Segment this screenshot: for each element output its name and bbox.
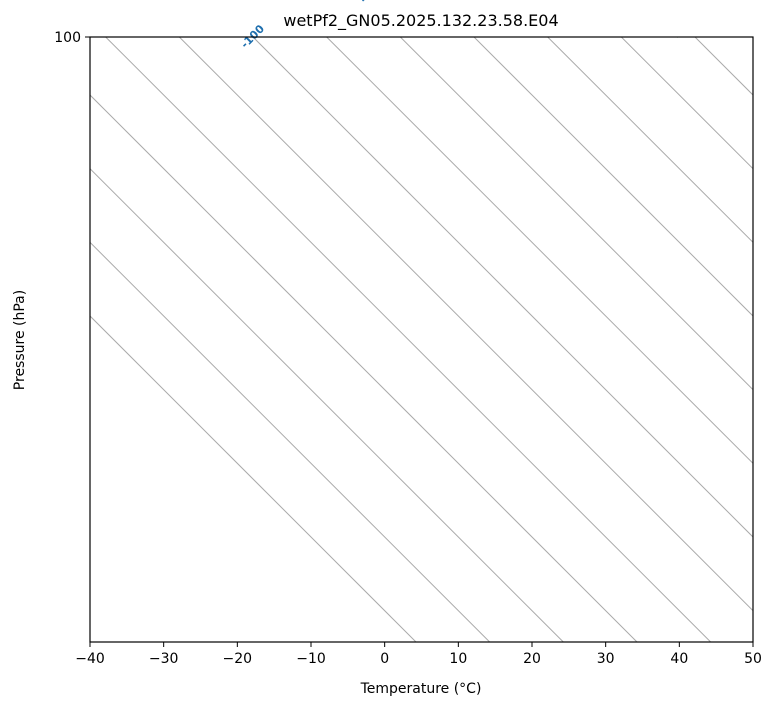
isotherm-line: [90, 315, 417, 642]
x-tick-label: 10: [449, 651, 467, 667]
isotherm-line: [326, 37, 753, 465]
background-lines: [90, 37, 775, 642]
x-tick-label: 20: [523, 651, 541, 667]
isotherm-label: -90: [357, 0, 380, 6]
x-tick-label: 50: [744, 651, 762, 667]
x-axis-label: Temperature (°C): [360, 681, 482, 697]
x-axis-ticks: −40 −30 −20 −10 0 10 20 30 40 50: [75, 642, 762, 667]
isotherm-line: [769, 37, 775, 642]
moist-adiabat-line: [524, 37, 526, 38]
isotherm-line: [90, 167, 564, 642]
isotherm-line: [252, 37, 753, 538]
isotherm-line: [620, 37, 753, 170]
isotherm-line: [547, 37, 753, 244]
isotherm-line: [178, 37, 753, 612]
isotherm-line: [399, 37, 753, 391]
x-tick-label: −20: [223, 651, 253, 667]
y-axis-label: Pressure (hPa): [12, 290, 28, 390]
sounding-traces: [676, 37, 679, 38]
y-axis-ticks: 1002003004005006007008009001000: [54, 30, 90, 46]
isotherm-line: [105, 37, 712, 642]
x-tick-label: 40: [670, 651, 688, 667]
isotherm-line: [694, 37, 753, 96]
plot-frame: [89, 36, 754, 643]
dry-adiabat-line: [706, 37, 709, 38]
x-tick-label: −40: [75, 651, 105, 667]
dry-adiabat-line: [553, 37, 556, 38]
x-tick-label: 0: [380, 651, 389, 667]
moist-adiabat-line: [653, 37, 655, 38]
dry-adiabat-line: [744, 37, 747, 38]
dry-adiabat-line: [592, 37, 594, 38]
isotherm-line: [90, 241, 491, 642]
dry-adiabat-line: [630, 37, 632, 38]
x-tick-label: −10: [296, 651, 326, 667]
dry-adiabat-line: [668, 37, 670, 38]
dewpoint-trace: [676, 37, 679, 38]
isotherm-line: [90, 94, 638, 642]
y-tick-label: 100: [54, 30, 81, 46]
x-tick-label: 30: [597, 651, 615, 667]
x-tick-label: −30: [149, 651, 179, 667]
isotherm-line: [473, 37, 753, 317]
chart-title: wetPf2_GN05.2025.132.23.58.E04: [283, 11, 558, 31]
